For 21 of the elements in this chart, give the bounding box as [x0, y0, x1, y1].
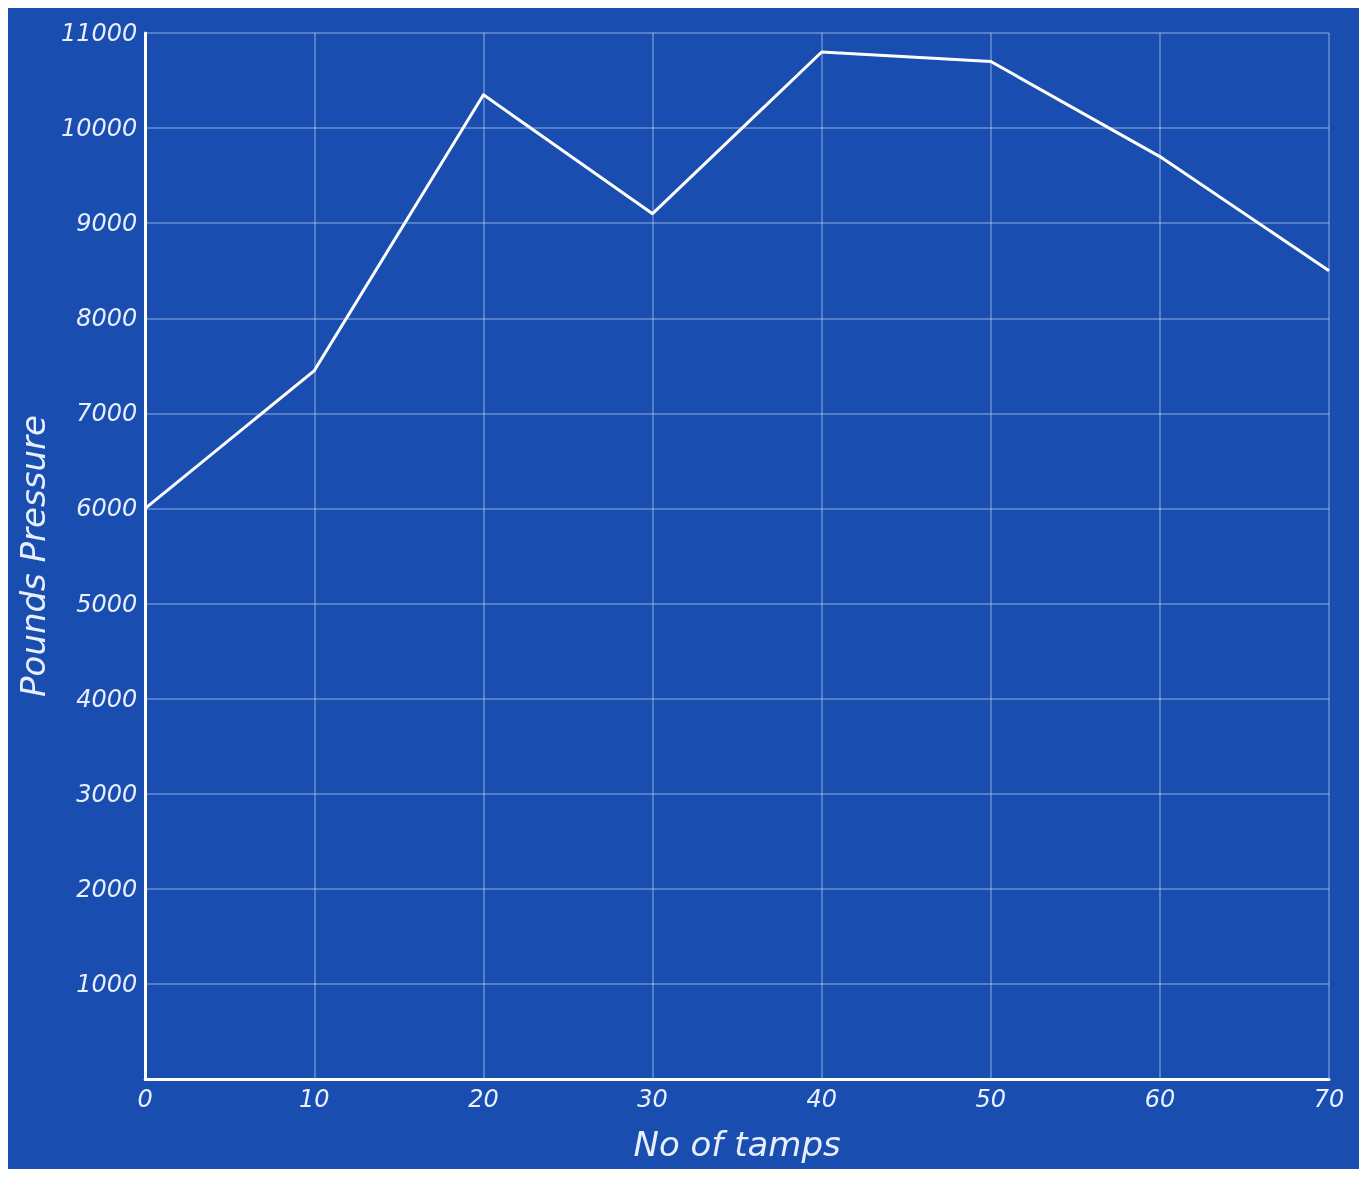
x-tick-label: 60 — [1144, 1085, 1176, 1113]
x-tick-label: 50 — [975, 1085, 1007, 1113]
x-tick-label: 10 — [299, 1085, 330, 1113]
x-tick-label: 40 — [806, 1085, 837, 1113]
y-tick-label: 2000 — [76, 874, 138, 903]
y-tick-label: 5000 — [76, 589, 138, 618]
y-tick-label: 1000 — [76, 969, 138, 998]
y-tick-label: 6000 — [76, 494, 138, 523]
y-tick-label: 8000 — [76, 304, 138, 333]
x-tick-label: 0 — [137, 1085, 153, 1113]
y-tick-label: 3000 — [76, 779, 138, 808]
x-tick-label: 70 — [1313, 1085, 1345, 1113]
y-tick-label: 10000 — [60, 114, 138, 143]
y-tick-label: 4000 — [76, 684, 138, 713]
x-tick-label: 30 — [637, 1085, 668, 1113]
y-axis-title: Pounds Pressure — [13, 415, 53, 697]
x-axis-title: No of tamps — [633, 1124, 841, 1164]
x-tick-label: 20 — [468, 1085, 499, 1113]
y-tick-label: 11000 — [60, 19, 138, 47]
y-tick-label: 7000 — [76, 399, 138, 428]
y-tick-label: 9000 — [76, 209, 138, 238]
